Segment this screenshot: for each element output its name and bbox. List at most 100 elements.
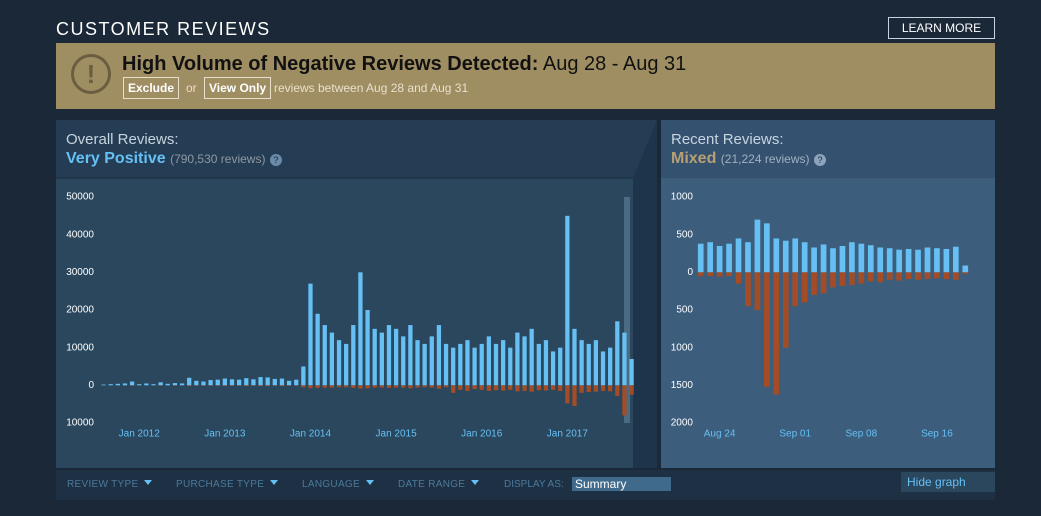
y-tick-label: 1000: [671, 192, 694, 203]
help-icon[interactable]: ?: [813, 154, 826, 166]
bar: [745, 242, 751, 273]
bar: [194, 380, 199, 386]
y-tick-label: 40000: [66, 229, 94, 240]
bar: [943, 248, 950, 273]
bar: [265, 385, 270, 387]
bar: [115, 383, 120, 386]
bar: [258, 377, 263, 386]
bar: [924, 247, 931, 273]
bar: [322, 385, 327, 388]
bar: [393, 385, 399, 388]
bar: [622, 385, 627, 416]
section-title: CUSTOMER REVIEWS: [56, 19, 271, 39]
bar: [429, 336, 434, 386]
bar: [515, 385, 520, 392]
bar: [558, 347, 563, 386]
bar: [258, 385, 263, 387]
exclude-button[interactable]: Exclude: [123, 77, 180, 99]
hide-graph-button[interactable]: Hide graph: [901, 472, 995, 492]
bar: [172, 383, 178, 386]
bar: [508, 347, 513, 386]
y-tick-label: 2000: [671, 418, 694, 429]
bar: [735, 238, 742, 273]
bar: [877, 247, 884, 273]
bar: [144, 383, 149, 386]
language-filter[interactable]: LANGUAGE: [302, 479, 374, 490]
bar: [905, 272, 912, 280]
y-tick-label: 10000: [66, 342, 94, 353]
bar: [179, 383, 185, 386]
bar: [351, 385, 356, 388]
bar: [443, 385, 449, 388]
y-tick-label: 1000: [671, 342, 694, 353]
bar: [792, 272, 799, 307]
bar: [782, 272, 789, 348]
bar: [401, 336, 406, 386]
recent-rating: Mixed: [671, 150, 717, 167]
bar: [924, 272, 931, 280]
bar: [586, 385, 591, 393]
alert-title: High Volume of Negative Reviews Detected…: [122, 53, 539, 75]
bar: [301, 385, 306, 388]
bar: [215, 379, 220, 386]
bar: [962, 272, 969, 274]
bar: [187, 377, 192, 386]
bar: [550, 351, 556, 386]
recent-summary: Mixed (21,224 reviews) ?: [671, 150, 826, 168]
learn-more-button[interactable]: LEARN MORE: [888, 17, 995, 39]
bar: [165, 383, 170, 386]
panel-divider: [633, 120, 657, 468]
scrollbar: [624, 197, 630, 423]
view-only-button[interactable]: View Only: [204, 77, 272, 99]
bar: [415, 340, 420, 386]
bar: [451, 385, 456, 393]
bar: [137, 384, 142, 386]
bar: [558, 385, 563, 391]
bar: [251, 379, 256, 386]
bar: [229, 379, 235, 386]
bar: [151, 384, 156, 386]
bar: [222, 385, 228, 387]
bar: [716, 245, 723, 273]
bar: [593, 340, 599, 386]
bar: [315, 385, 320, 388]
bar: [515, 332, 520, 386]
bar: [329, 385, 335, 388]
alert-dates: Aug 28 - Aug 31: [542, 53, 687, 75]
x-tick-label: Jan 2015: [376, 429, 418, 440]
bar: [565, 215, 570, 386]
bar: [773, 272, 780, 395]
bar: [358, 385, 363, 389]
bar: [322, 325, 327, 386]
bar: [393, 328, 399, 386]
bar: [344, 343, 349, 386]
bar: [608, 347, 613, 386]
bar: [408, 385, 413, 389]
y-tick-label: 0: [88, 380, 94, 391]
y-tick-label: 50000: [66, 192, 94, 203]
bar: [244, 385, 249, 387]
bar: [451, 347, 456, 386]
bar: [615, 321, 620, 386]
bar: [500, 340, 506, 386]
bar: [572, 328, 577, 386]
overall-header: [56, 120, 657, 178]
y-tick-label: 10000: [66, 418, 94, 429]
bar: [122, 383, 128, 386]
bar: [886, 272, 893, 280]
bar: [458, 385, 463, 390]
bar: [472, 385, 477, 390]
bar: [351, 325, 356, 386]
review-type-filter[interactable]: REVIEW TYPE: [67, 479, 152, 490]
bar: [108, 384, 113, 386]
purchase-type-filter[interactable]: PURCHASE TYPE: [176, 479, 278, 490]
bar: [858, 243, 865, 273]
bar: [849, 242, 855, 273]
bar: [415, 385, 420, 388]
overall-rating: Very Positive: [66, 150, 166, 167]
bar: [726, 243, 732, 273]
bar: [586, 343, 591, 386]
help-icon[interactable]: ?: [269, 154, 282, 166]
date-range-filter[interactable]: DATE RANGE: [398, 479, 479, 490]
display-select[interactable]: Summary: [572, 477, 671, 491]
